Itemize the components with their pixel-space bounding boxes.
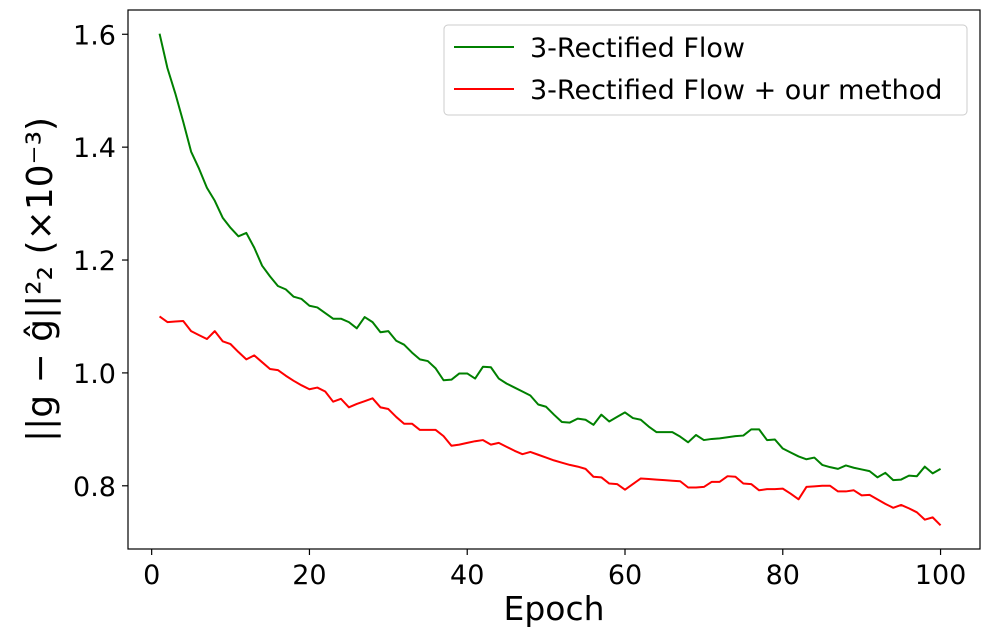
y-tick-label: 1.0 (73, 359, 116, 390)
legend-entry-3-rectified-flow: 3-Rectified Flow (530, 33, 745, 64)
x-tick-label: 40 (450, 560, 484, 591)
plot-area (127, 9, 981, 550)
y-tick-label: 0.8 (73, 472, 116, 503)
x-tick-label: 100 (915, 560, 967, 591)
x-tick-label: 80 (766, 560, 800, 591)
y-tick-label: 1.2 (73, 246, 116, 277)
legend-entry-3-rectified-flow-our-method: 3-Rectified Flow + our method (530, 75, 942, 106)
y-axis-ticks: 0.8 1.0 1.2 1.4 1.6 (73, 20, 128, 503)
x-tick-label: 60 (608, 560, 642, 591)
x-axis-ticks: 0 20 40 60 80 100 (143, 549, 966, 591)
y-tick-label: 1.6 (73, 20, 116, 51)
x-tick-label: 0 (143, 560, 160, 591)
series-line-3-rectified-flow-our-method (158, 315, 942, 527)
series-line-3-rectified-flow (158, 33, 942, 482)
plot-frame (127, 9, 981, 550)
series-layer (158, 33, 942, 527)
y-tick-label: 1.4 (73, 133, 116, 164)
x-tick-label: 20 (292, 560, 326, 591)
legend: 3-Rectified Flow 3-Rectified Flow + our … (443, 24, 968, 116)
x-axis-label: Epoch (503, 589, 604, 628)
y-axis-label: ||g − ĝ||²₂ (×10⁻³) (20, 117, 61, 442)
legend-box (443, 24, 968, 116)
